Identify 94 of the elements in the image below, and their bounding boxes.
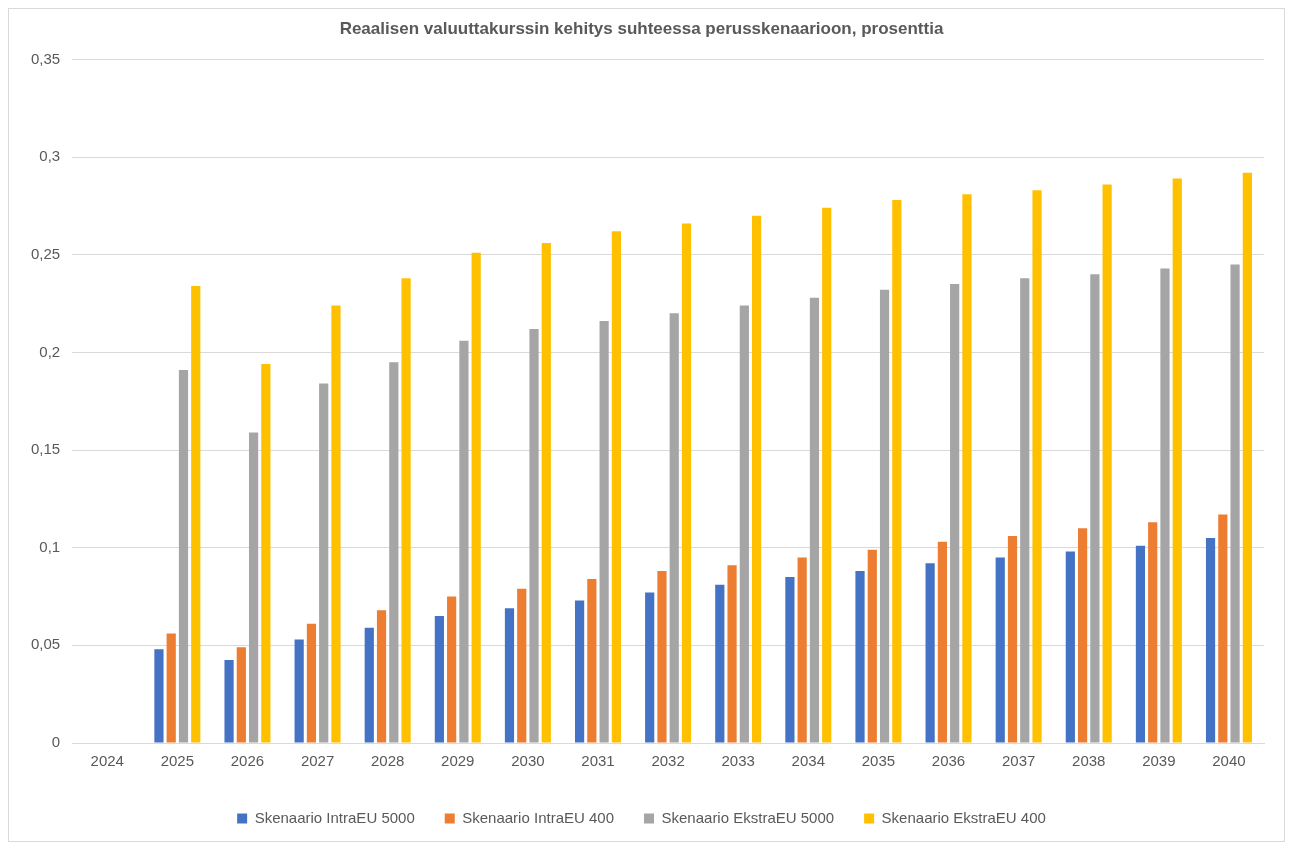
legend-label: Skenaario IntraEU 400 — [462, 808, 615, 826]
x-tick-label: 2040 — [1212, 752, 1246, 770]
bar — [962, 194, 972, 743]
legend-label: Skenaario IntraEU 5000 — [254, 808, 415, 826]
x-tick-label: 2024 — [90, 752, 124, 770]
y-tick-label: 0,05 — [30, 635, 61, 653]
y-tick-label: 0,35 — [30, 49, 61, 67]
bar — [809, 297, 820, 743]
bar — [1218, 514, 1228, 743]
legend-label: Skenaario EkstraEU 400 — [881, 808, 1046, 826]
bar — [1065, 551, 1075, 743]
x-tick-label: 2031 — [581, 752, 615, 770]
bar — [1242, 172, 1252, 743]
bar — [319, 383, 329, 743]
bar — [401, 278, 411, 743]
bar — [797, 557, 807, 743]
bar — [867, 549, 877, 743]
bar — [587, 578, 597, 743]
y-tick-label: 0,15 — [30, 440, 61, 458]
bar — [574, 600, 585, 743]
bar — [294, 639, 304, 743]
bar — [306, 623, 317, 743]
bar — [471, 252, 481, 743]
bar — [1102, 184, 1112, 743]
bar — [178, 369, 189, 743]
x-tick-label: 2036 — [931, 752, 966, 770]
y-tick-label: 0,3 — [39, 147, 61, 165]
bar — [191, 285, 201, 743]
bar — [599, 321, 609, 743]
bar — [236, 647, 246, 743]
x-tick-label: 2038 — [1072, 752, 1106, 770]
bar — [459, 340, 469, 743]
x-tick-label: 2027 — [300, 752, 335, 770]
x-tick-label: 2030 — [511, 752, 545, 770]
bar — [1078, 528, 1088, 743]
x-tick-label: 2025 — [160, 752, 195, 770]
bar — [937, 541, 947, 743]
x-tick-label: 2037 — [1001, 752, 1036, 770]
bar — [1230, 264, 1240, 743]
bar — [611, 231, 621, 743]
x-tick-label: 2039 — [1142, 752, 1176, 770]
bar — [1090, 274, 1100, 743]
bar — [529, 328, 539, 743]
bar — [879, 289, 890, 743]
x-tick-label: 2029 — [441, 752, 475, 770]
bar — [224, 659, 234, 743]
bar — [261, 364, 271, 743]
bar — [855, 571, 865, 743]
y-tick-label: 0,1 — [39, 537, 61, 555]
bar — [681, 223, 692, 743]
y-tick-label: 0 — [51, 733, 61, 751]
bar — [925, 563, 935, 743]
bar — [1172, 178, 1182, 743]
y-tick-label: 0,2 — [39, 342, 61, 360]
bar — [434, 616, 444, 743]
bar — [1148, 522, 1158, 743]
bar — [645, 592, 655, 743]
chart-title: Reaalisen valuuttakurssin kehitys suhteessa perusskenaarioon, prosenttia — [339, 18, 944, 38]
bar — [1135, 545, 1146, 743]
x-tick-label: 2032 — [651, 752, 685, 770]
bar — [1020, 278, 1030, 743]
bar — [541, 243, 551, 743]
bar — [657, 571, 667, 743]
bar — [950, 284, 960, 743]
bar — [517, 588, 527, 743]
bar — [715, 584, 725, 743]
bar — [822, 207, 832, 743]
y-tick-label: 0,25 — [30, 244, 61, 262]
x-tick-label: 2034 — [791, 752, 825, 770]
bar — [1032, 190, 1042, 743]
bar — [331, 305, 341, 743]
bar — [389, 362, 399, 743]
bar — [669, 313, 679, 743]
x-tick-label: 2026 — [230, 752, 265, 770]
bar — [504, 608, 515, 743]
bar — [376, 610, 387, 743]
bar — [364, 627, 374, 743]
bar — [166, 633, 176, 743]
x-tick-label: 2028 — [370, 752, 405, 770]
bar — [1007, 535, 1018, 743]
bar — [248, 432, 259, 743]
legend-label: Skenaario EkstraEU 5000 — [661, 808, 835, 826]
bar — [739, 305, 749, 743]
bar — [1160, 268, 1170, 743]
bar — [1205, 537, 1216, 743]
bar — [447, 596, 457, 743]
x-tick-label: 2035 — [861, 752, 896, 770]
bar — [785, 576, 795, 743]
bar — [995, 557, 1005, 743]
bar — [892, 200, 902, 743]
bar — [752, 215, 762, 743]
x-tick-label: 2033 — [721, 752, 755, 770]
bar — [727, 565, 737, 743]
bar — [154, 649, 164, 743]
